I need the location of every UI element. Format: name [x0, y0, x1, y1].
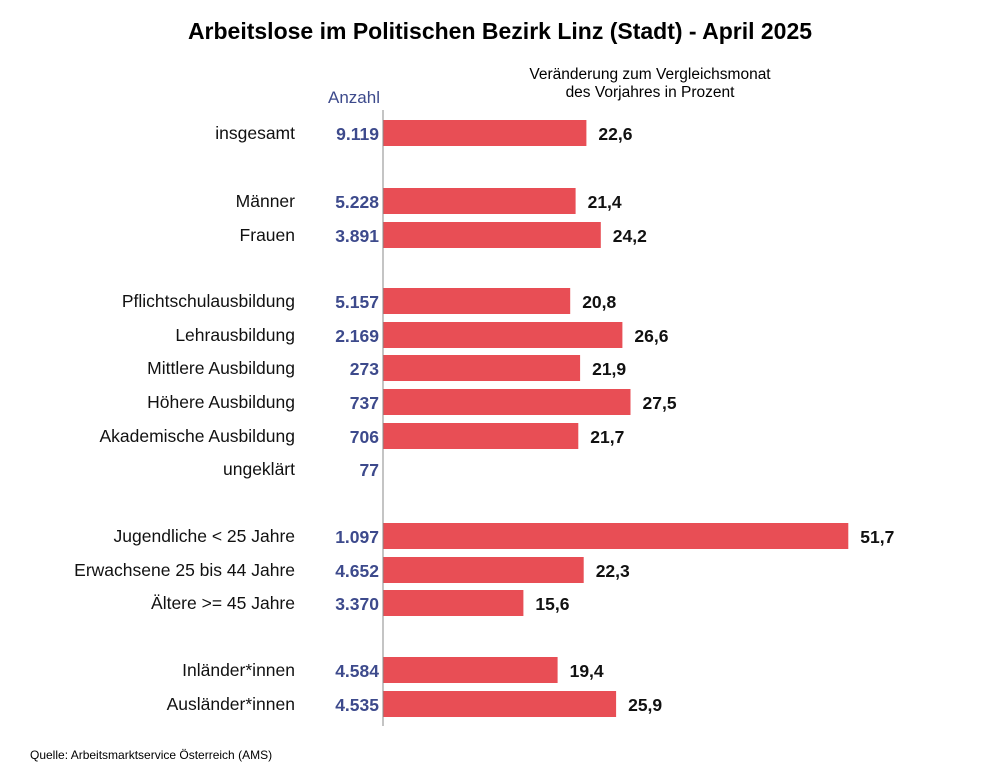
count-label: 273 — [350, 359, 379, 379]
count-label: 706 — [350, 427, 379, 447]
value-label: 21,7 — [590, 427, 624, 447]
category-label: Frauen — [240, 225, 295, 245]
bar — [383, 657, 558, 683]
chart-row: Jugendliche < 25 Jahre 1.097 51,7 — [114, 523, 894, 549]
change-heading-line1: Veränderung zum Vergleichsmonat — [529, 66, 771, 83]
chart-row: Lehrausbildung 2.169 26,6 — [175, 322, 669, 348]
count-label: 77 — [360, 460, 379, 480]
count-label: 4.584 — [335, 661, 379, 681]
value-label: 20,8 — [582, 292, 616, 312]
value-label: 15,6 — [535, 594, 569, 614]
category-label: Ausländer*innen — [167, 694, 295, 714]
category-label: Erwachsene 25 bis 44 Jahre — [74, 560, 295, 580]
value-label: 21,9 — [592, 359, 626, 379]
count-label: 5.157 — [335, 292, 379, 312]
value-label: 25,9 — [628, 695, 662, 715]
value-label: 24,2 — [613, 226, 647, 246]
value-label: 26,6 — [634, 326, 668, 346]
count-label: 737 — [350, 393, 379, 413]
category-label: insgesamt — [215, 123, 295, 143]
chart-row: Höhere Ausbildung 737 27,5 — [147, 389, 677, 415]
chart-row: Inländer*innen 4.584 19,4 — [182, 657, 604, 683]
count-label: 1.097 — [335, 527, 379, 547]
bar — [383, 322, 623, 348]
value-label: 51,7 — [860, 527, 894, 547]
change-heading-line2: des Vorjahres in Prozent — [565, 84, 735, 101]
count-label: 4.535 — [335, 695, 379, 715]
chart-row: Frauen 3.891 24,2 — [240, 222, 647, 248]
chart-row: Akademische Ausbildung 706 21,7 — [99, 423, 624, 449]
chart-title: Arbeitslose im Politischen Bezirk Linz (… — [187, 18, 813, 44]
category-label: Höhere Ausbildung — [147, 392, 295, 412]
count-label: 5.228 — [335, 192, 379, 212]
value-label: 22,6 — [598, 124, 632, 144]
count-label: 3.370 — [335, 594, 379, 614]
category-label: Inländer*innen — [182, 660, 295, 680]
category-label: Lehrausbildung — [175, 325, 295, 345]
category-label: Männer — [236, 191, 296, 211]
count-label: 3.891 — [335, 226, 379, 246]
count-label: 4.652 — [335, 561, 379, 581]
bar — [383, 389, 631, 415]
bar — [383, 288, 571, 314]
count-label: 2.169 — [335, 326, 379, 346]
category-label: ungeklärt — [223, 459, 295, 479]
value-label: 21,4 — [588, 192, 622, 212]
bar — [383, 355, 581, 381]
count-label: 9.119 — [336, 124, 379, 144]
bar — [383, 222, 601, 248]
category-label: Jugendliche < 25 Jahre — [114, 526, 295, 546]
bar — [383, 557, 584, 583]
bar — [383, 691, 617, 717]
bar — [383, 120, 587, 146]
chart-row: insgesamt 9.119 22,6 — [215, 120, 633, 146]
change-column-heading: Veränderung zum Vergleichsmonat des Vorj… — [430, 66, 870, 102]
bar — [383, 188, 576, 214]
bar — [383, 523, 849, 549]
value-label: 22,3 — [596, 561, 630, 581]
chart-row: Ausländer*innen 4.535 25,9 — [167, 691, 662, 717]
chart-row: Ältere >= 45 Jahre 3.370 15,6 — [151, 590, 570, 616]
category-label: Ältere >= 45 Jahre — [151, 593, 295, 613]
chart-row: Pflichtschulausbildung 5.157 20,8 — [122, 288, 617, 314]
chart-row: Mittlere Ausbildung 273 21,9 — [147, 355, 626, 381]
source-note: Quelle: Arbeitsmarktservice Österreich (… — [30, 748, 273, 762]
category-label: Akademische Ausbildung — [99, 426, 295, 446]
category-label: Mittlere Ausbildung — [147, 358, 295, 378]
bar — [383, 423, 579, 449]
value-label: 19,4 — [570, 661, 604, 681]
chart-row: Männer 5.228 21,4 — [236, 188, 622, 214]
chart-row: Erwachsene 25 bis 44 Jahre 4.652 22,3 — [74, 557, 630, 583]
value-label: 27,5 — [643, 393, 677, 413]
count-column-heading: Anzahl — [328, 88, 380, 107]
chart-row: ungeklärt 77 — [223, 459, 379, 480]
bar — [383, 590, 524, 616]
category-label: Pflichtschulausbildung — [122, 291, 295, 311]
